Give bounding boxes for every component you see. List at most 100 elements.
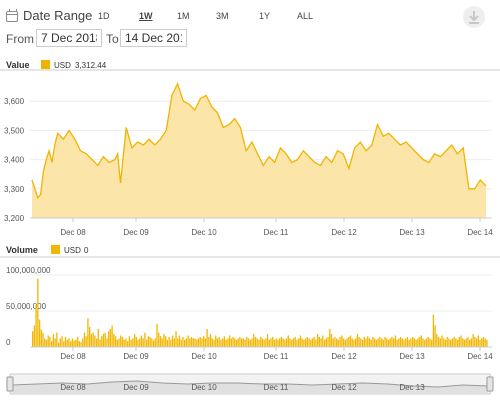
volume-bar <box>225 339 227 347</box>
volume-bar <box>406 336 409 347</box>
range-button-1y[interactable]: 1Y <box>259 11 271 21</box>
volume-bar <box>298 338 300 347</box>
volume-bar <box>446 336 448 347</box>
volume-bar <box>405 338 407 347</box>
volume-bar <box>151 338 153 347</box>
volume-bar <box>348 336 350 347</box>
volume-bar <box>242 338 245 347</box>
navigator-x-tick-label: Dec 13 <box>399 383 425 392</box>
volume-bar <box>282 338 284 347</box>
volume-bar <box>448 338 450 347</box>
volume-bar <box>361 339 364 347</box>
volume-bar <box>304 338 307 347</box>
volume-bar <box>303 339 305 347</box>
volume-bar <box>389 338 391 347</box>
volume-bar <box>358 336 360 347</box>
volume-bar <box>443 338 445 347</box>
value-x-tick-label: Dec 14 <box>467 228 493 237</box>
volume-bar <box>147 336 150 347</box>
volume-bar <box>279 338 281 347</box>
volume-bar <box>83 332 86 347</box>
volume-legend-value: 0 <box>84 246 89 255</box>
volume-bar <box>372 336 374 347</box>
volume-bar <box>306 336 308 347</box>
volume-bar <box>334 336 336 347</box>
volume-bar <box>260 336 262 347</box>
volume-bar <box>434 325 436 347</box>
from-label: From <box>6 32 34 46</box>
from-date-input[interactable] <box>36 29 102 47</box>
to-date-input[interactable] <box>120 29 187 47</box>
volume-bar <box>313 336 315 347</box>
volume-bar <box>230 338 232 347</box>
volume-bar <box>456 339 459 347</box>
volume-bar <box>132 338 134 347</box>
volume-bar <box>89 326 91 347</box>
volume-bar <box>159 336 162 347</box>
volume-bar <box>196 339 198 347</box>
volume-bar <box>330 334 333 347</box>
value-x-tick-label: Dec 10 <box>191 228 217 237</box>
volume-bar <box>427 336 429 347</box>
value-x-tick-label: Dec 11 <box>264 228 289 237</box>
volume-x-tick-label: Dec 10 <box>191 352 217 361</box>
volume-bar <box>444 339 447 347</box>
volume-chart-title: Volume <box>6 245 38 255</box>
volume-bar <box>113 334 115 347</box>
range-button-1m[interactable]: 1M <box>177 11 190 21</box>
volume-bar <box>289 338 291 347</box>
volume-bar <box>97 329 99 347</box>
volume-bar <box>109 329 112 347</box>
volume-bar <box>455 338 457 347</box>
volume-bar <box>351 338 353 347</box>
volume-bar <box>439 338 441 347</box>
volume-bar <box>154 338 156 347</box>
volume-bar <box>209 334 212 347</box>
download-button[interactable] <box>463 6 485 28</box>
volume-bar <box>294 336 296 347</box>
range-button-1w[interactable]: 1W <box>139 11 153 21</box>
navigator-x-tick-label: Dec 08 <box>60 383 86 392</box>
volume-bar <box>211 338 213 347</box>
volume-bar <box>418 336 421 347</box>
volume-bar <box>387 339 390 347</box>
volume-bar <box>146 339 148 347</box>
volume-bar <box>336 338 338 347</box>
volume-bar <box>199 336 201 347</box>
volume-bar <box>42 332 44 347</box>
volume-bar <box>432 314 435 347</box>
value-chart-title: Value <box>6 60 30 70</box>
volume-bar <box>360 338 362 347</box>
value-y-tick-label: 3,300 <box>4 185 25 194</box>
volume-bar <box>218 336 220 347</box>
value-x-tick-label: Dec 12 <box>331 228 357 237</box>
volume-bar <box>173 338 175 347</box>
volume-bar <box>227 338 229 347</box>
navigator-handle-right[interactable] <box>486 376 494 392</box>
volume-bar <box>35 305 37 347</box>
volume-y-tick-label: 100,000,000 <box>6 266 51 275</box>
volume-bar <box>47 335 49 347</box>
navigator-line <box>11 380 489 388</box>
volume-bar <box>379 336 381 347</box>
volume-bar <box>194 338 196 347</box>
volume-bar <box>450 339 452 347</box>
volume-bar <box>216 338 219 347</box>
volume-bar <box>346 338 348 347</box>
volume-bar <box>168 336 170 347</box>
volume-bar <box>451 338 454 347</box>
range-button-3m[interactable]: 3M <box>216 11 229 21</box>
volume-bar <box>92 332 94 347</box>
volume-bar <box>429 338 431 347</box>
volume-bar <box>266 334 269 347</box>
range-button-1d[interactable]: 1D <box>98 11 110 21</box>
volume-bar <box>310 339 312 347</box>
volume-bar <box>424 339 426 347</box>
volume-bar <box>320 338 322 347</box>
range-button-all[interactable]: ALL <box>297 11 314 21</box>
volume-bar <box>232 336 234 347</box>
navigator-handle-left[interactable] <box>6 376 14 392</box>
volume-bar <box>341 335 343 347</box>
navigator[interactable]: Dec 08 Dec 09 Dec 10 Dec 11 Dec 12 Dec 13 <box>6 373 494 395</box>
volume-bar <box>152 340 155 347</box>
